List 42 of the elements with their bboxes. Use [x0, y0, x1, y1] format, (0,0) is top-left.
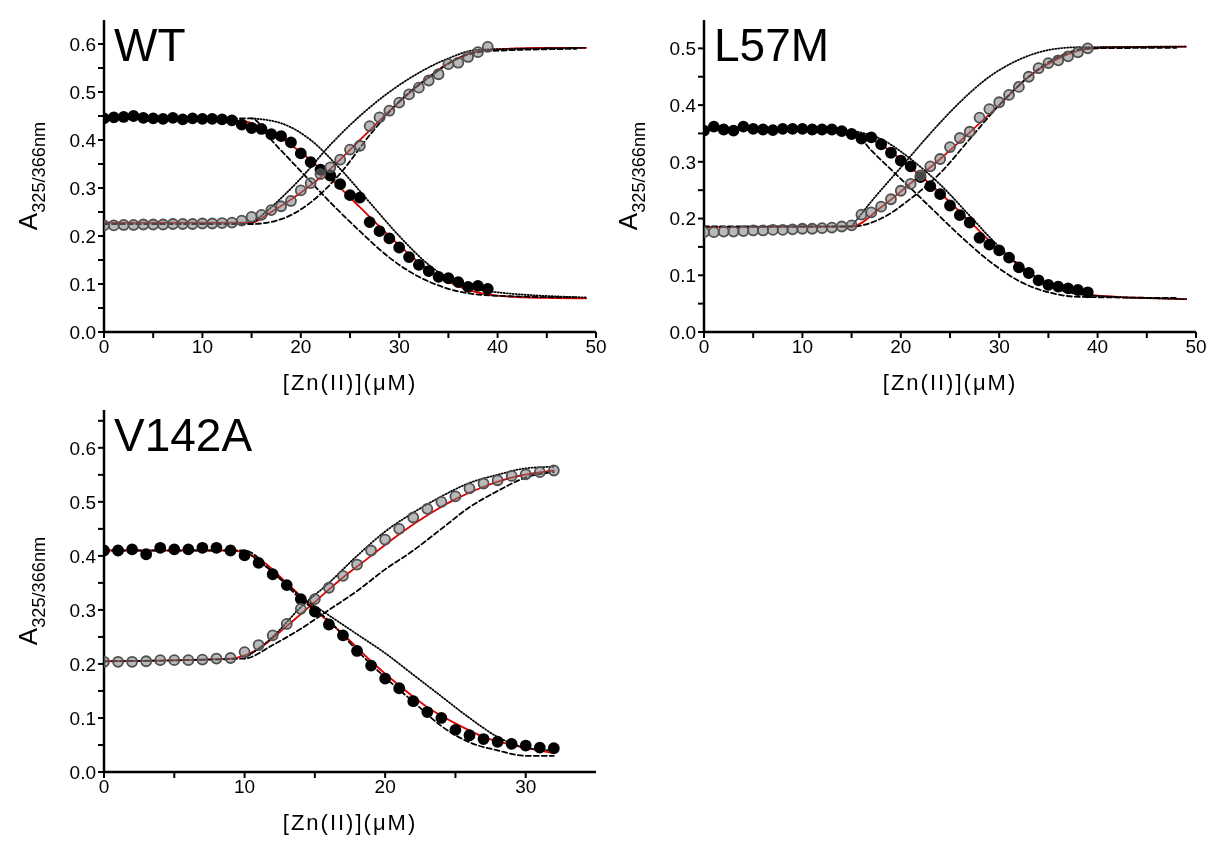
- y-tick-label: 0.5: [669, 38, 696, 60]
- y-tick-label: 0.5: [69, 81, 96, 103]
- x-tick-label: 10: [234, 776, 256, 798]
- chart-title: V142A: [114, 409, 253, 461]
- x-tick-label: 40: [487, 336, 509, 358]
- y-tick-label: 0.3: [69, 177, 96, 199]
- y-tick-label: 0.5: [69, 491, 96, 513]
- y-tick-label: 0.2: [69, 225, 96, 247]
- x-axis-title: [Zn(II)](μM): [282, 370, 418, 395]
- x-tick-label: 10: [191, 336, 213, 358]
- x-tick-label: 20: [374, 776, 396, 798]
- y-tick-label: 0.0: [69, 761, 96, 783]
- x-tick-label: 20: [290, 336, 312, 358]
- y-tick-label: 0.0: [669, 321, 696, 343]
- y-tick-label: 0.1: [69, 273, 96, 295]
- y-tick-label: 0.1: [69, 707, 96, 729]
- x-tick-label: 0: [98, 336, 110, 358]
- y-tick-label: 0.3: [669, 151, 696, 173]
- y-tick-label: 0.3: [69, 599, 96, 621]
- y-tick-label: 0.6: [69, 437, 96, 459]
- x-tick-label: 50: [1185, 336, 1207, 358]
- y-tick-label: 0.2: [69, 653, 96, 675]
- y-tick-label: 0.2: [669, 208, 696, 230]
- x-tick-label: 10: [791, 336, 813, 358]
- y-tick-label: 0.4: [69, 129, 97, 151]
- x-tick-label: 0: [98, 776, 110, 798]
- y-tick-label: 0.1: [669, 265, 696, 287]
- x-tick-label: 30: [988, 336, 1010, 358]
- x-tick-label: 0: [698, 336, 710, 358]
- x-axis-title: [Zn(II)](μM): [282, 810, 418, 835]
- y-tick-label: 0.6: [69, 33, 96, 55]
- x-tick-label: 40: [1087, 336, 1109, 358]
- y-tick-label: 0.4: [69, 545, 97, 567]
- chart-title: L57M: [714, 19, 830, 71]
- chart-title: WT: [114, 19, 186, 71]
- x-tick-label: 30: [515, 776, 537, 798]
- x-tick-label: 20: [890, 336, 912, 358]
- y-tick-label: 0.0: [69, 321, 96, 343]
- x-tick-label: 30: [388, 336, 410, 358]
- y-tick-label: 0.4: [669, 94, 697, 116]
- x-axis-title: [Zn(II)](μM): [882, 370, 1018, 395]
- x-tick-label: 50: [585, 336, 607, 358]
